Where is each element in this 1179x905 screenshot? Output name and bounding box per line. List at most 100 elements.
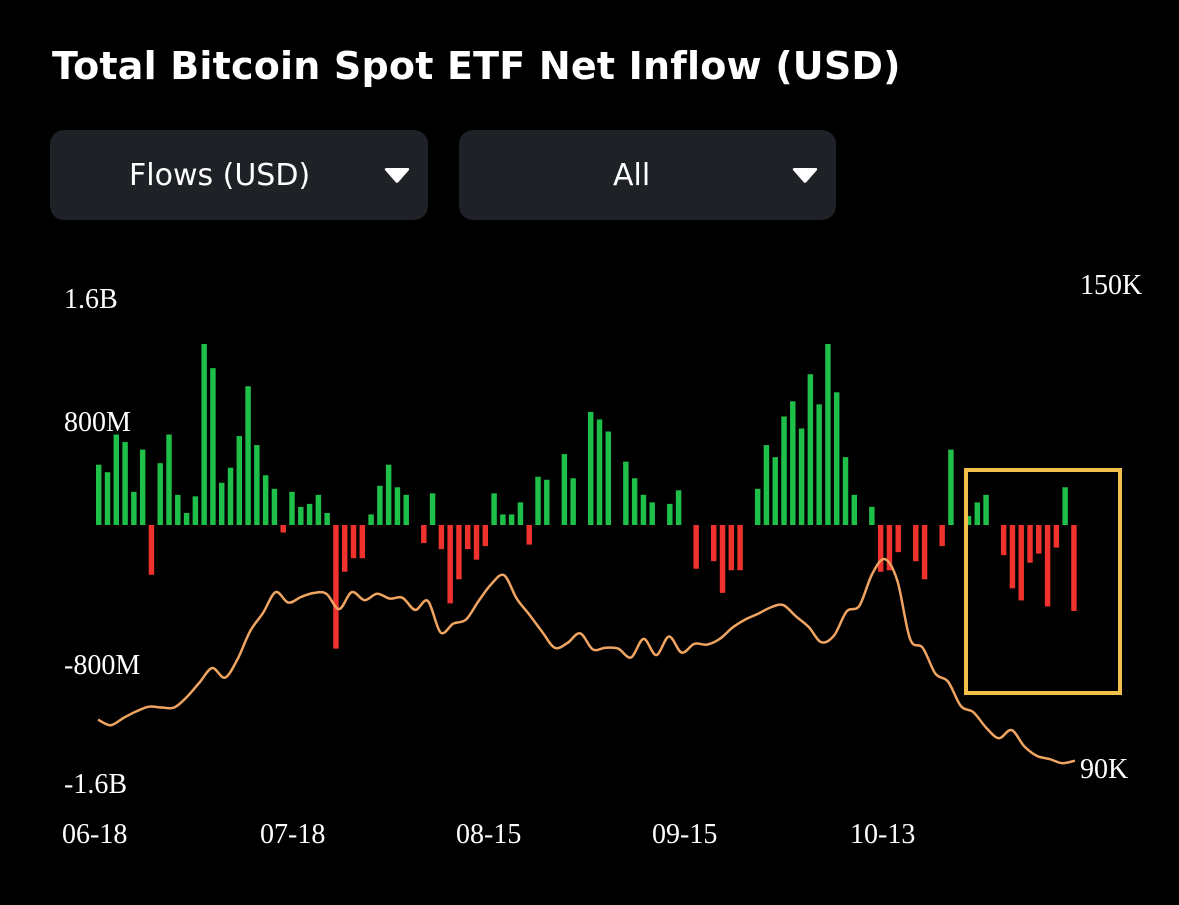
inflow-bar <box>948 449 954 525</box>
inflow-bar <box>139 449 146 525</box>
outflow-bar <box>438 525 445 550</box>
inflow-bar <box>517 502 524 525</box>
inflow-bar <box>298 506 304 525</box>
inflow-bar <box>544 479 550 525</box>
outflow-bar <box>447 525 453 604</box>
inflow-bar <box>570 478 576 525</box>
inflow-bar <box>763 445 770 525</box>
inflow-bar <box>236 436 243 525</box>
caret-down-icon <box>792 168 818 183</box>
inflow-bar <box>640 494 647 525</box>
outflow-bar <box>1000 525 1007 556</box>
outflow-bar <box>921 525 928 580</box>
outflow-bar <box>719 525 726 593</box>
x-tick-label: 09-15 <box>652 819 717 850</box>
outflow-bar <box>1027 525 1033 563</box>
inflow-bar <box>781 416 787 525</box>
outflow-bar <box>693 525 699 569</box>
outflow-bar <box>482 525 489 547</box>
inflow-bar <box>245 386 251 525</box>
inflow-bar <box>385 464 392 525</box>
inflow-bar <box>227 467 234 525</box>
inflow-bar <box>754 488 761 525</box>
outflow-bar <box>473 525 480 560</box>
left-tick-label: -800M <box>64 650 140 681</box>
inflow-bar <box>192 496 199 525</box>
inflow-bar <box>667 503 673 525</box>
outflow-bar <box>877 525 884 572</box>
inflow-bar <box>842 457 849 525</box>
outflow-bar <box>148 525 155 575</box>
inflow-bar <box>983 494 989 525</box>
inflow-bar <box>368 514 374 525</box>
outflow-bar <box>280 525 286 533</box>
inflow-bar <box>104 472 111 525</box>
inflow-bar <box>816 404 822 525</box>
inflow-bar <box>254 445 260 525</box>
inflow-bar <box>403 494 409 525</box>
left-tick-label: 1.6B <box>64 284 118 315</box>
outflow-bar <box>711 525 717 562</box>
outflow-bar <box>939 525 945 547</box>
inflow-bar <box>772 457 778 525</box>
inflow-bar <box>974 502 981 525</box>
inflow-bar <box>113 434 120 525</box>
inflow-bar <box>289 491 295 525</box>
outflow-bar <box>526 525 532 545</box>
outflow-bar <box>1044 525 1051 607</box>
outflow-bar <box>333 525 339 649</box>
left-tick-label: -1.6B <box>64 769 127 800</box>
inflow-bar <box>535 476 541 525</box>
inflow-bar <box>324 512 330 525</box>
inflow-bar <box>798 428 805 525</box>
inflow-bar <box>596 419 603 525</box>
outflow-bar <box>1009 525 1016 589</box>
inflow-bar <box>631 478 638 525</box>
inflow-bar <box>508 514 515 525</box>
outflow-bar <box>895 525 901 553</box>
x-tick-label: 07-18 <box>260 819 325 850</box>
caret-down-icon <box>384 168 410 183</box>
inflow-bar <box>394 487 401 525</box>
range-dropdown[interactable]: All <box>459 130 836 220</box>
inflow-bar <box>965 515 972 525</box>
chart-title: Total Bitcoin Spot ETF Net Inflow (USD) <box>52 44 901 88</box>
inflow-bar <box>315 494 322 525</box>
inflow-bar <box>175 494 181 525</box>
inflow-bar <box>201 344 207 525</box>
inflow-bar <box>210 368 216 525</box>
outflow-bar <box>728 525 735 571</box>
inflow-bar <box>429 493 436 525</box>
inflow-bar <box>166 434 172 525</box>
inflow-bar <box>219 482 225 525</box>
outflow-bar <box>465 525 471 550</box>
inflow-bar <box>675 490 682 525</box>
x-tick-label: 10-13 <box>850 819 915 850</box>
outflow-bar <box>1071 525 1077 611</box>
outflow-bar <box>421 525 427 544</box>
inflow-bar <box>605 431 612 525</box>
flow-bars <box>96 344 1077 649</box>
highlight-box <box>964 468 1122 695</box>
outflow-bar <box>1053 525 1060 548</box>
inflow-bar <box>131 491 137 525</box>
outflow-bar <box>737 525 743 571</box>
inflow-bar <box>122 442 128 525</box>
metric-dropdown[interactable]: Flows (USD) <box>50 130 428 220</box>
outflow-bar <box>342 525 348 572</box>
inflow-bar <box>262 475 269 525</box>
btc-price-line <box>97 557 1076 765</box>
x-tick-label: 08-15 <box>456 819 521 850</box>
inflow-bar <box>851 494 858 525</box>
outflow-bar <box>350 525 357 559</box>
inflow-bar <box>807 374 814 525</box>
inflow-bar <box>649 502 655 525</box>
inflow-bar <box>869 506 875 525</box>
inflow-bar <box>825 344 831 525</box>
left-tick-label: 800M <box>64 407 131 438</box>
outflow-bar <box>359 525 366 559</box>
inflow-bar <box>834 392 840 525</box>
inflow-bar <box>623 461 629 525</box>
inflow-bar <box>588 411 594 525</box>
outflow-bar <box>1018 525 1024 601</box>
